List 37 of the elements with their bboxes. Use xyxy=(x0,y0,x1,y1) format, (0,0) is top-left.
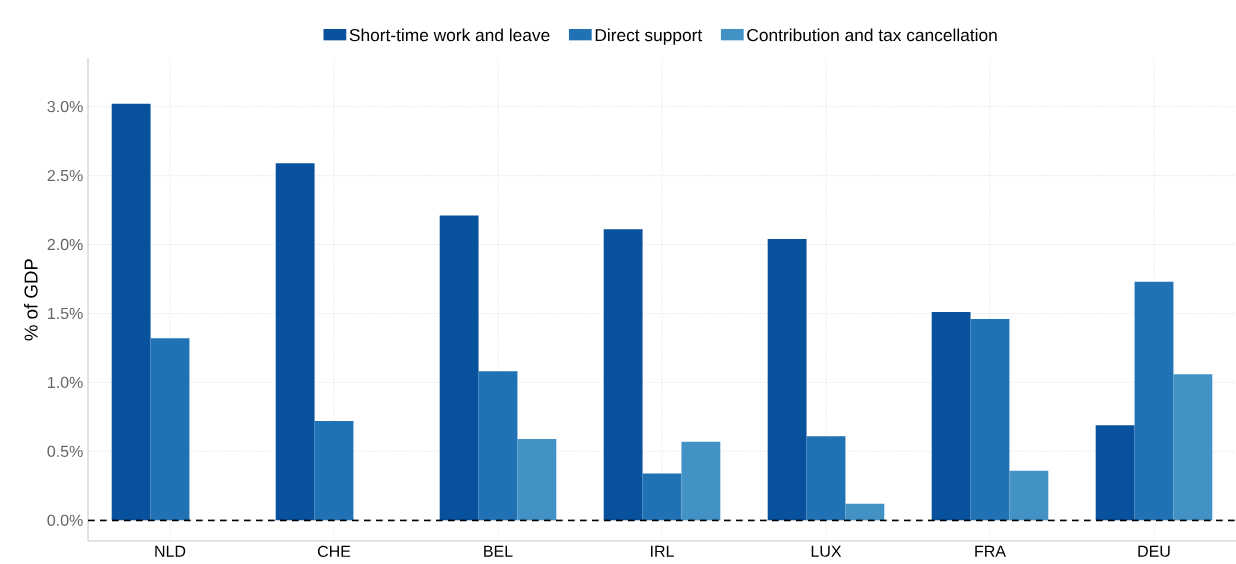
bar xyxy=(1173,374,1213,521)
bar xyxy=(150,338,190,521)
bar xyxy=(603,229,643,521)
x-tick-label: NLD xyxy=(155,545,186,557)
legend-label: Short-time work and leave xyxy=(349,28,550,42)
bar xyxy=(642,473,682,521)
y-tick-label: 0.0% xyxy=(47,514,83,526)
bar xyxy=(314,421,354,521)
legend-label: Direct support xyxy=(595,28,703,45)
bar xyxy=(1095,425,1135,521)
bar xyxy=(806,436,846,521)
bar xyxy=(439,215,479,521)
bar xyxy=(931,312,971,521)
bar xyxy=(767,238,807,521)
x-tick-label: IRL xyxy=(651,545,674,557)
bar xyxy=(478,371,518,521)
y-tick-label: 3.0% xyxy=(47,100,83,113)
bar xyxy=(517,438,557,521)
y-tick-label: 1.5% xyxy=(48,307,83,320)
bar xyxy=(1009,470,1049,521)
y-tick-label: 1.0% xyxy=(48,376,83,389)
x-tick-label: LUX xyxy=(811,545,842,557)
bar xyxy=(111,103,151,521)
bar xyxy=(1134,281,1174,521)
legend-label: Contribution and tax cancellation xyxy=(747,28,997,42)
x-tick-label: FRA xyxy=(975,545,1006,557)
x-tick-label: DEU xyxy=(1138,545,1170,557)
x-tick-label: BEL xyxy=(484,545,513,557)
bar xyxy=(681,441,721,521)
y-axis-title: % of GDP xyxy=(23,259,38,341)
x-tick-label: CHE xyxy=(317,545,351,558)
y-tick-label: 2.5% xyxy=(47,169,83,182)
y-tick-label: 2.0% xyxy=(47,238,83,251)
y-tick-label: 0.5% xyxy=(47,445,83,457)
bar xyxy=(845,503,885,521)
bar xyxy=(970,318,1010,521)
bar xyxy=(275,163,315,521)
